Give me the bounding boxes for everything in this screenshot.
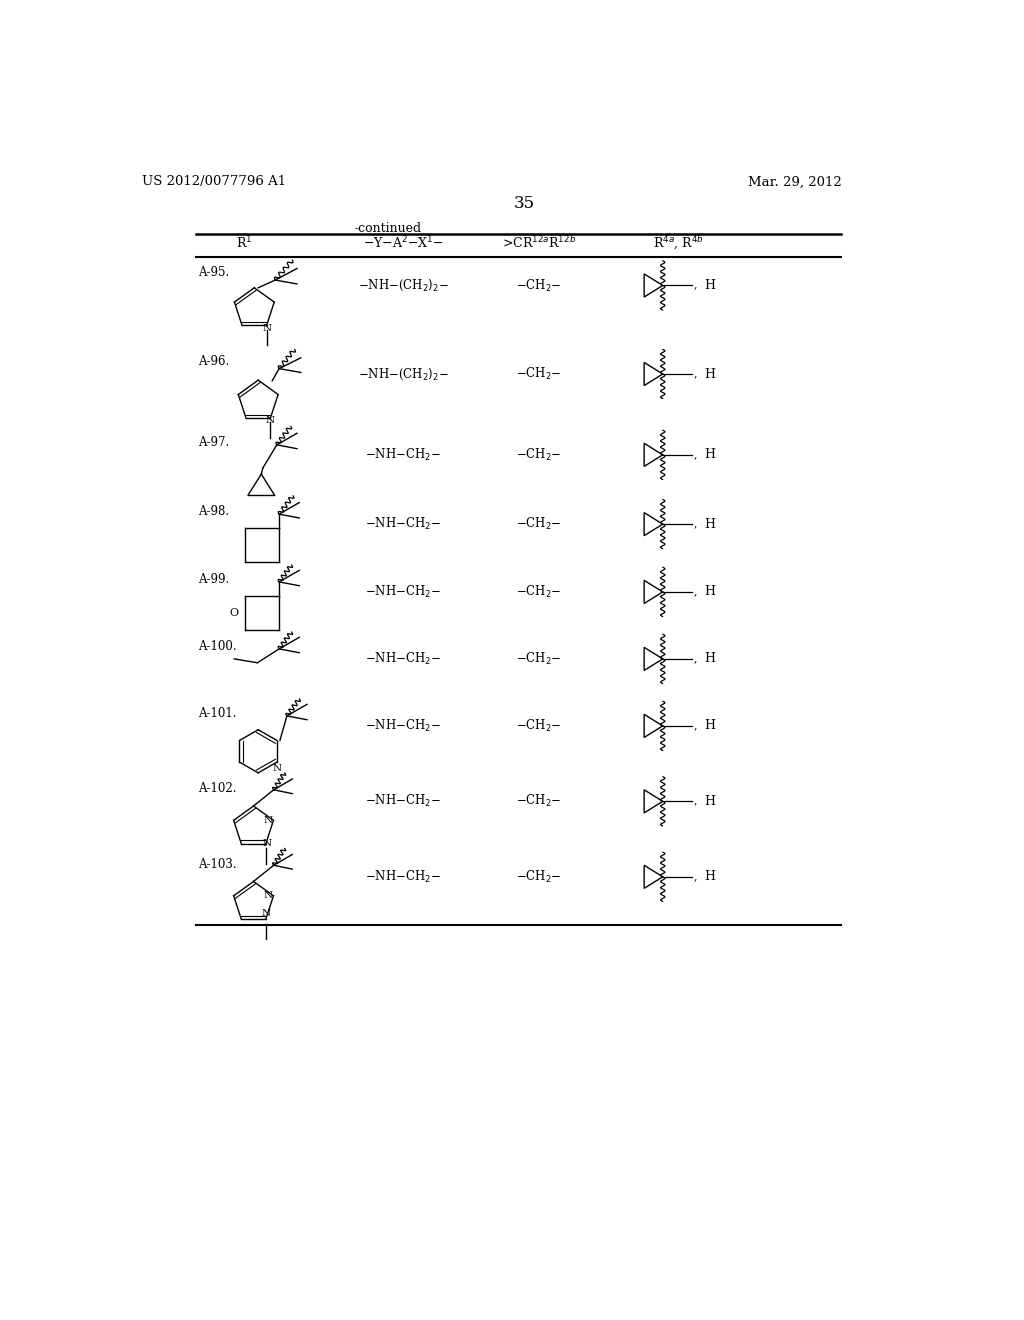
Text: $-$NH$-$CH$_2$$-$: $-$NH$-$CH$_2$$-$ — [366, 793, 441, 809]
Text: $-$NH$-$CH$_2$$-$: $-$NH$-$CH$_2$$-$ — [366, 869, 441, 884]
Text: H: H — [705, 870, 716, 883]
Text: A-98.: A-98. — [198, 506, 229, 517]
Text: A-101.: A-101. — [198, 706, 237, 719]
Text: N: N — [263, 891, 272, 899]
Text: ,: , — [693, 721, 697, 730]
Text: $-$NH$-$CH$_2$$-$: $-$NH$-$CH$_2$$-$ — [366, 516, 441, 532]
Text: US 2012/0077796 A1: US 2012/0077796 A1 — [142, 176, 286, 189]
Text: H: H — [705, 449, 716, 462]
Text: $-$NH$-$CH$_2$$-$: $-$NH$-$CH$_2$$-$ — [366, 583, 441, 601]
Text: 35: 35 — [514, 195, 536, 213]
Text: ,: , — [693, 449, 697, 459]
Text: $-$CH$_2$$-$: $-$CH$_2$$-$ — [516, 869, 561, 884]
Text: H: H — [705, 367, 716, 380]
Text: A-96.: A-96. — [198, 355, 229, 368]
Text: N: N — [272, 764, 282, 774]
Text: A-99.: A-99. — [198, 573, 229, 586]
Text: $-$NH$-$CH$_2$$-$: $-$NH$-$CH$_2$$-$ — [366, 446, 441, 463]
Text: $-$NH$-$CH$_2$$-$: $-$NH$-$CH$_2$$-$ — [366, 651, 441, 667]
Text: $-$CH$_2$$-$: $-$CH$_2$$-$ — [516, 718, 561, 734]
Text: A-95.: A-95. — [198, 267, 229, 280]
Text: H: H — [705, 585, 716, 598]
Text: ,: , — [693, 796, 697, 805]
Text: $-$CH$_2$$-$: $-$CH$_2$$-$ — [516, 277, 561, 293]
Text: $-$CH$_2$$-$: $-$CH$_2$$-$ — [516, 516, 561, 532]
Text: N: N — [262, 840, 271, 847]
Text: $-$CH$_2$$-$: $-$CH$_2$$-$ — [516, 651, 561, 667]
Text: ,: , — [693, 653, 697, 663]
Text: ,: , — [693, 280, 697, 289]
Text: R$^{4a}$, R$^{4b}$: R$^{4a}$, R$^{4b}$ — [652, 235, 703, 252]
Text: $-$NH$-$(CH$_2)_2$$-$: $-$NH$-$(CH$_2)_2$$-$ — [357, 367, 449, 381]
Text: $-$Y$-$A$^2$$-$X$^1$$-$: $-$Y$-$A$^2$$-$X$^1$$-$ — [362, 235, 443, 251]
Text: H: H — [705, 652, 716, 665]
Text: Mar. 29, 2012: Mar. 29, 2012 — [748, 176, 842, 189]
Text: N: N — [263, 816, 272, 825]
Text: N: N — [262, 323, 271, 333]
Text: ,: , — [693, 586, 697, 597]
Text: N: N — [261, 909, 270, 919]
Text: $-$NH$-$CH$_2$$-$: $-$NH$-$CH$_2$$-$ — [366, 718, 441, 734]
Text: A-97.: A-97. — [198, 436, 229, 449]
Text: $-$NH$-$(CH$_2)_2$$-$: $-$NH$-$(CH$_2)_2$$-$ — [357, 277, 449, 293]
Text: A-100.: A-100. — [198, 640, 237, 652]
Text: $-$CH$_2$$-$: $-$CH$_2$$-$ — [516, 583, 561, 601]
Text: $-$CH$_2$$-$: $-$CH$_2$$-$ — [516, 793, 561, 809]
Text: -continued: -continued — [354, 222, 421, 235]
Text: ,: , — [693, 519, 697, 528]
Text: A-102.: A-102. — [198, 781, 237, 795]
Text: R$^1$: R$^1$ — [237, 235, 252, 251]
Text: H: H — [705, 279, 716, 292]
Text: $-$CH$_2$$-$: $-$CH$_2$$-$ — [516, 366, 561, 381]
Text: H: H — [705, 517, 716, 531]
Text: A-103.: A-103. — [198, 858, 237, 871]
Text: >CR$^{12a}$R$^{12b}$: >CR$^{12a}$R$^{12b}$ — [502, 235, 575, 251]
Text: $-$CH$_2$$-$: $-$CH$_2$$-$ — [516, 446, 561, 463]
Text: ,: , — [693, 368, 697, 379]
Text: H: H — [705, 795, 716, 808]
Text: ,: , — [693, 871, 697, 880]
Text: H: H — [705, 719, 716, 733]
Text: O: O — [229, 607, 239, 618]
Text: N: N — [266, 416, 275, 425]
